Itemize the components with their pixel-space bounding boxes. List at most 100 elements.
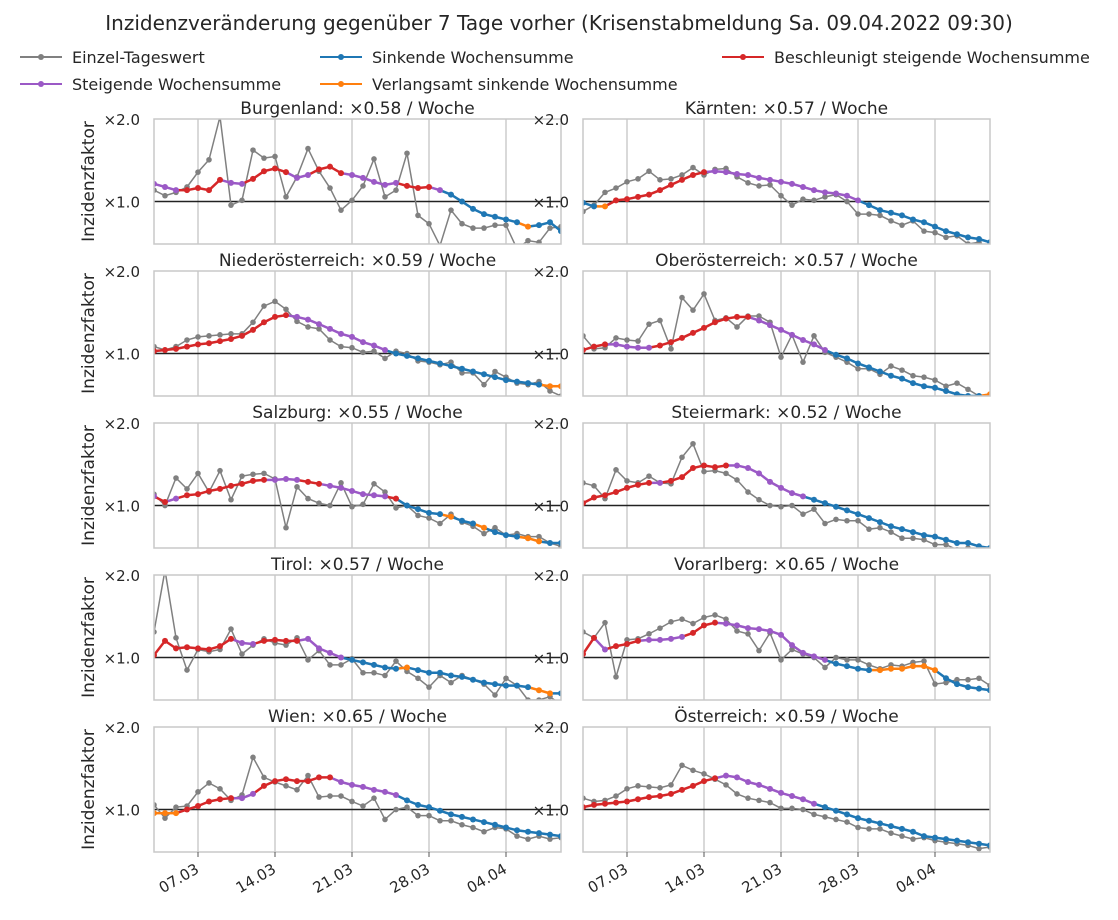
daily-point: [635, 176, 641, 182]
weekly-point: [921, 383, 927, 390]
daily-point: [327, 337, 333, 343]
daily-point: [1031, 849, 1037, 855]
weekly-point: [877, 519, 883, 526]
weekly-point: [1009, 548, 1015, 554]
daily-point: [712, 612, 718, 618]
weekly-point: [371, 661, 377, 668]
daily-point: [371, 669, 377, 676]
weekly-point: [954, 391, 960, 396]
daily-point: [624, 637, 630, 643]
daily-point: [646, 473, 652, 479]
daily-point: [360, 501, 366, 508]
panel-background: [583, 575, 990, 700]
daily-point: [184, 337, 190, 343]
weekly-point: [646, 191, 652, 198]
weekly-point: [173, 495, 179, 502]
daily-point: [393, 658, 399, 664]
weekly-point: [998, 393, 1004, 399]
daily-point: [778, 657, 784, 663]
weekly-point: [932, 223, 938, 230]
legend-label-4: Verlangsamt sinkende Wochensumme: [372, 75, 678, 94]
y-tick-label: ×2.0: [104, 263, 140, 281]
weekly-point: [261, 637, 267, 644]
weekly-point: [536, 687, 542, 694]
panel-8: Wien: ×0.65 / Woche ×2.0 ×1.0 Inzidenzfakto…: [79, 707, 583, 853]
y-tick-label: ×1.0: [533, 346, 569, 364]
weekly-point: [569, 692, 575, 698]
daily-point: [602, 189, 608, 196]
legend-marker-4: [338, 81, 344, 87]
daily-point: [635, 338, 641, 344]
daily-point: [492, 222, 498, 228]
daily-point: [679, 294, 685, 301]
panel-frame: [153, 574, 562, 701]
daily-point: [998, 550, 1004, 556]
weekly-point: [811, 653, 817, 660]
weekly-point: [162, 810, 168, 817]
legend-label-0: Einzel-Tageswert: [72, 48, 205, 67]
weekly-point: [668, 477, 674, 484]
weekly-point: [734, 171, 740, 178]
weekly-point: [701, 778, 707, 785]
weekly-point: [822, 656, 828, 663]
daily-point: [723, 470, 729, 477]
panel-0: Burgenland: ×0.58 / Woche ×2.0 ×1.0 Inziden…: [79, 99, 562, 245]
weekly-point: [415, 185, 421, 192]
daily-point: [547, 836, 553, 842]
daily-point: [910, 836, 916, 842]
weekly-point: [404, 664, 410, 671]
weekly-point: [525, 535, 531, 542]
weekly-point: [514, 827, 520, 834]
weekly-point: [602, 203, 608, 210]
weekly-point: [591, 203, 597, 210]
daily-point: [305, 324, 311, 330]
weekly-point: [162, 499, 168, 506]
daily-point: [250, 471, 256, 478]
panel-series: [583, 762, 1037, 855]
daily-point: [481, 530, 487, 537]
weekly-point: [349, 333, 355, 340]
daily-point: [899, 367, 905, 373]
panel-series: [154, 119, 561, 244]
weekly-point: [283, 637, 289, 644]
weekly-point: [833, 660, 839, 667]
daily-point: [624, 337, 630, 343]
daily-point: [1053, 246, 1059, 252]
weekly-point: [173, 345, 179, 352]
daily-point: [360, 669, 366, 676]
y-tick-label: ×1.0: [533, 498, 569, 516]
weekly-point: [459, 673, 465, 680]
panel-frame: [153, 270, 562, 397]
daily-point: [217, 467, 223, 474]
weekly-point: [393, 179, 399, 186]
weekly-segment: [572, 839, 583, 841]
weekly-point: [965, 540, 971, 547]
weekly-point: [844, 507, 850, 514]
daily-point: [613, 185, 619, 191]
panel-title: Österreich: ×0.59 / Woche: [674, 705, 899, 727]
weekly-point: [668, 181, 674, 188]
weekly-point: [206, 487, 212, 494]
daily-point: [844, 517, 850, 524]
weekly-point: [690, 171, 696, 178]
y-axis-label: Inzidenzfaktor: [79, 729, 99, 850]
daily-point: [1064, 393, 1070, 399]
daily-point: [525, 237, 531, 244]
y-tick-label: ×1.0: [533, 650, 569, 668]
weekly-point: [745, 625, 751, 632]
weekly-point: [327, 482, 333, 489]
daily-point: [767, 182, 773, 188]
weekly-point: [679, 474, 685, 481]
weekly-point: [503, 216, 509, 223]
weekly-point: [272, 636, 278, 643]
weekly-point: [283, 475, 289, 482]
daily-point: [448, 679, 454, 686]
y-tick-label: ×2.0: [104, 415, 140, 433]
daily-point: [349, 798, 355, 805]
weekly-point: [943, 228, 949, 235]
weekly-point: [1031, 690, 1037, 696]
weekly-point: [613, 799, 619, 806]
weekly-point: [338, 484, 344, 491]
daily-point: [393, 187, 399, 193]
y-axis-label: Inzidenzfaktor: [79, 273, 99, 394]
